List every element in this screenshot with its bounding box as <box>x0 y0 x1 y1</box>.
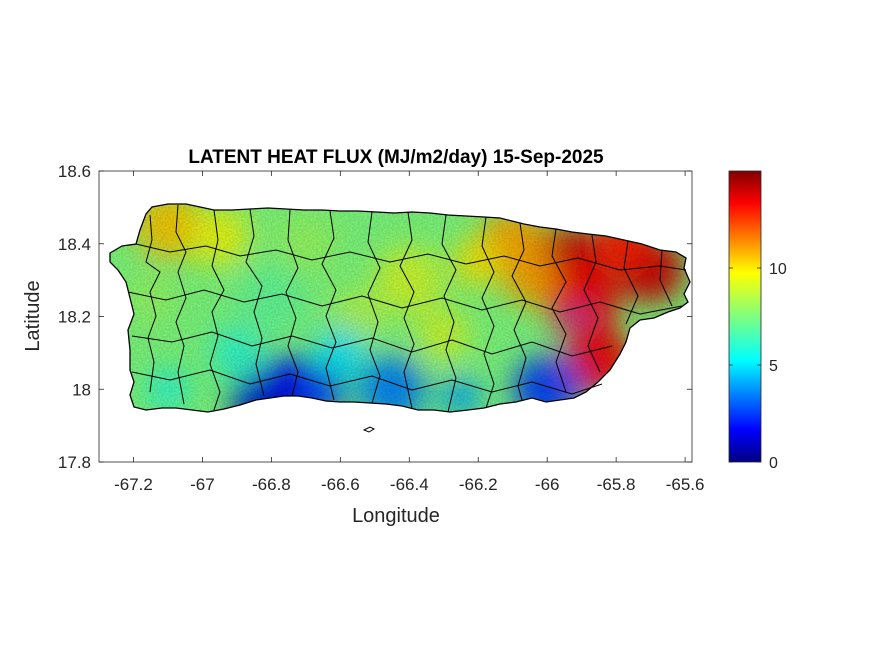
x-axis: -67.2 -67 -66.8 -66.6 -66.4 -66.2 -66 -65.8 -65.… <box>114 171 704 494</box>
y-tick-label: 18.2 <box>58 308 91 327</box>
y-tick-label: 17.8 <box>58 453 91 472</box>
x-tick-label: -67.2 <box>114 475 153 494</box>
x-tick-label: -65.6 <box>666 475 705 494</box>
chart-title: LATENT HEAT FLUX (MJ/m2/day) 15-Sep-2025 <box>188 147 604 168</box>
colorbar-tick-label: 5 <box>769 358 778 375</box>
x-tick-label: -66.2 <box>459 475 498 494</box>
x-tick-label: -65.8 <box>597 475 636 494</box>
municipality-boundaries <box>127 204 687 413</box>
map-group <box>109 203 691 433</box>
x-axis-label: Longitude <box>352 505 440 527</box>
x-tick-label: -66 <box>535 475 560 494</box>
colorbar-tick-label: 10 <box>769 261 787 278</box>
x-tick-label: -66.8 <box>252 475 291 494</box>
y-axis: 17.8 18 18.2 18.4 18.6 <box>58 162 692 472</box>
x-tick-label: -66.4 <box>390 475 429 494</box>
y-tick-label: 18.6 <box>58 162 91 181</box>
y-axis-label: Latitude <box>22 280 44 351</box>
x-tick-label: -66.6 <box>321 475 360 494</box>
colorbar-tick-label: 0 <box>769 455 778 472</box>
colorbar-gradient <box>728 170 762 463</box>
colorbar: 0 5 10 <box>728 170 787 472</box>
y-tick-label: 18 <box>72 380 91 399</box>
coastline <box>109 203 691 413</box>
x-tick-label: -67 <box>190 475 215 494</box>
y-tick-label: 18.4 <box>58 235 91 254</box>
small-island-caja-de-muertos <box>362 426 376 433</box>
